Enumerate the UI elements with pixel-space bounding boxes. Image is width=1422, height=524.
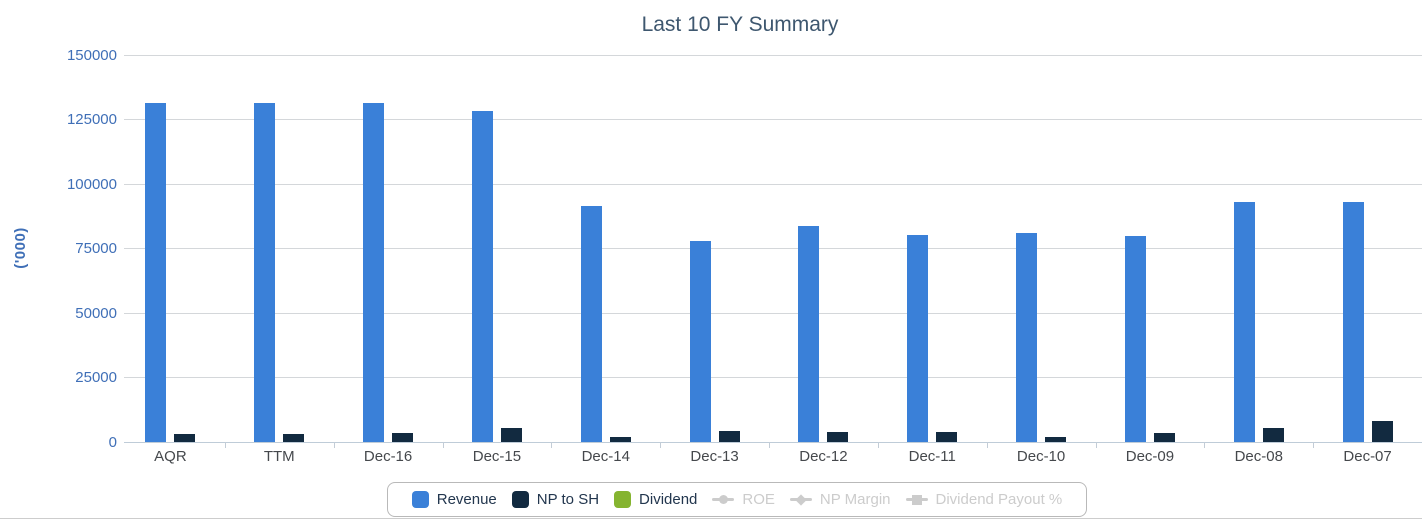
gridline xyxy=(124,248,1422,250)
np-margin-diamond-marker-icon xyxy=(789,491,812,508)
x-axis-label: Dec-13 xyxy=(690,448,739,465)
bar-np-to-sh-dec-10[interactable] xyxy=(1045,436,1067,442)
bottom-divider xyxy=(0,518,1422,519)
bar-np-to-sh-dec-14[interactable] xyxy=(609,436,631,442)
bar-revenue-dec-07[interactable] xyxy=(1342,201,1364,442)
chart-title: Last 10 FY Summary xyxy=(641,13,839,36)
x-axis-tick xyxy=(442,442,444,448)
x-axis-tick xyxy=(769,442,770,448)
x-axis-tick xyxy=(660,442,662,448)
y-axis-label: 50000 xyxy=(75,304,117,322)
y-axis-label: 0 xyxy=(108,433,117,451)
legend-item-dividend[interactable]: Dividend xyxy=(614,491,697,508)
x-axis-tick xyxy=(1095,442,1097,448)
gridline xyxy=(124,119,1422,121)
gridline xyxy=(124,55,1422,56)
x-axis-label: Dec-08 xyxy=(1234,448,1283,465)
legend-label: NP to SH xyxy=(536,491,600,508)
bar-revenue-dec-15[interactable] xyxy=(471,110,493,442)
legend-label: ROE xyxy=(742,491,775,508)
legend-item-np-to-sh[interactable]: NP to SH xyxy=(511,491,600,508)
bar-np-to-sh-dec-15[interactable] xyxy=(500,427,522,442)
x-axis-label: Dec-12 xyxy=(799,448,848,465)
x-axis-tick xyxy=(551,442,553,448)
x-axis-label: Dec-07 xyxy=(1343,448,1392,465)
gridline xyxy=(124,312,1422,314)
square-icon xyxy=(911,494,922,505)
x-axis-label: Dec-09 xyxy=(1125,448,1175,465)
roe-circle-marker-icon xyxy=(712,491,735,508)
bar-revenue-dec-08[interactable] xyxy=(1233,201,1255,442)
dividend-swatch-icon xyxy=(614,491,632,508)
bar-revenue-ttm[interactable] xyxy=(254,102,276,442)
x-axis-label: TTM xyxy=(263,448,295,465)
circle-icon xyxy=(718,495,728,504)
x-axis-label: AQR xyxy=(154,448,187,465)
x-axis-label: Dec-10 xyxy=(1016,448,1066,465)
x-axis-label: Dec-14 xyxy=(581,448,630,465)
legend-item-np-margin[interactable]: NP Margin xyxy=(789,491,891,508)
legend-label: Dividend Payout % xyxy=(935,491,1063,508)
bar-revenue-dec-11[interactable] xyxy=(907,234,929,442)
dividend-payout-square-marker-icon xyxy=(905,491,928,508)
bar-np-to-sh-dec-12[interactable] xyxy=(827,431,849,442)
x-axis-tick xyxy=(1313,442,1315,448)
y-axis-label: 150000 xyxy=(66,47,117,64)
gridline xyxy=(124,377,1422,379)
gridline xyxy=(124,183,1422,185)
legend-label: Revenue xyxy=(436,491,497,508)
x-axis-label: Dec-16 xyxy=(363,448,413,465)
bar-np-to-sh-dec-11[interactable] xyxy=(936,431,958,442)
legend-item-roe[interactable]: ROE xyxy=(712,491,775,508)
bar-np-to-sh-dec-09[interactable] xyxy=(1153,432,1175,442)
x-axis-tick xyxy=(224,442,226,448)
bar-revenue-dec-14[interactable] xyxy=(580,205,602,442)
bar-revenue-dec-12[interactable] xyxy=(798,225,820,442)
bar-revenue-dec-10[interactable] xyxy=(1016,232,1038,442)
bar-np-to-sh-dec-13[interactable] xyxy=(718,430,740,442)
revenue-swatch-icon xyxy=(411,491,429,508)
x-axis-label: Dec-15 xyxy=(472,448,522,465)
x-axis-line xyxy=(124,441,1422,443)
y-axis-label: 100000 xyxy=(66,175,117,193)
np-to-sh-swatch-icon xyxy=(511,491,529,508)
x-axis-tick xyxy=(877,442,879,448)
legend-label: Dividend xyxy=(639,491,698,508)
x-axis-tick xyxy=(986,442,988,448)
diamond-icon xyxy=(795,493,807,506)
bar-np-to-sh-dec-08[interactable] xyxy=(1262,427,1284,442)
bar-np-to-sh-dec-07[interactable] xyxy=(1371,420,1393,442)
legend-item-revenue[interactable]: Revenue xyxy=(411,491,497,508)
x-axis-label: Dec-11 xyxy=(908,448,956,465)
bar-revenue-dec-13[interactable] xyxy=(689,240,711,442)
x-axis-tick xyxy=(333,442,335,448)
bar-np-to-sh-dec-16[interactable] xyxy=(392,432,414,442)
legend-label: NP Margin xyxy=(819,491,891,508)
bar-np-to-sh-aqr[interactable] xyxy=(174,433,196,442)
bar-np-to-sh-ttm[interactable] xyxy=(283,433,305,442)
y-axis-label: 25000 xyxy=(75,369,117,387)
legend-item-dividend-payout[interactable]: Dividend Payout % xyxy=(905,491,1063,508)
x-axis-tick xyxy=(1204,442,1206,448)
bar-revenue-aqr[interactable] xyxy=(145,102,167,442)
bar-revenue-dec-16[interactable] xyxy=(363,102,385,442)
legend: Revenue NP to SH Dividend ROE NP Margin Divid… xyxy=(387,482,1087,517)
y-axis-label: 125000 xyxy=(66,111,117,129)
bar-revenue-dec-09[interactable] xyxy=(1124,235,1146,442)
y-axis-label: 75000 xyxy=(75,240,117,258)
